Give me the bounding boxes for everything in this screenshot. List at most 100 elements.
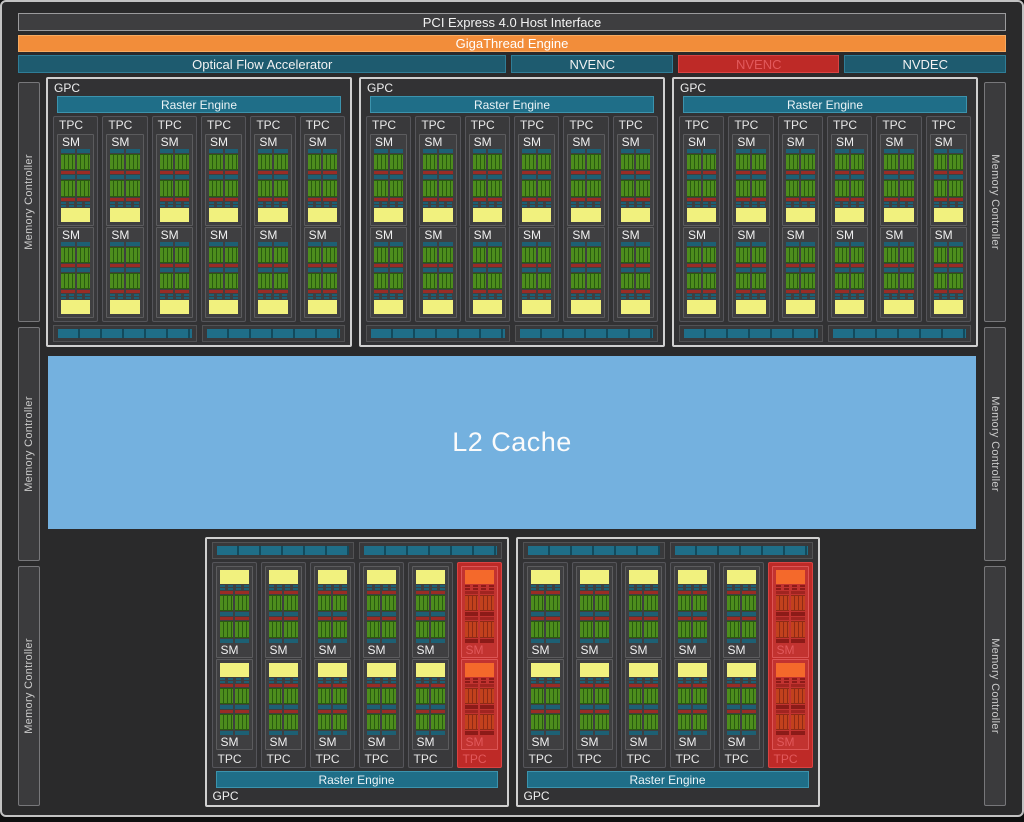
sm-green-core-array: [580, 714, 609, 730]
sm-yellow-unit: [220, 570, 249, 584]
tpc-label: TPC: [156, 117, 193, 133]
dash-row: [580, 681, 609, 683]
bar-segment: [110, 175, 124, 179]
dash-row: [61, 297, 90, 299]
bar-segment: [390, 198, 404, 201]
bar-segment: [269, 684, 283, 687]
sm-red-bar: [318, 591, 347, 594]
sm-unit: SM: [567, 227, 604, 319]
dash-row: [687, 294, 716, 296]
bar-segment: [736, 171, 750, 174]
green-core-block: [308, 273, 322, 289]
green-core-block: [644, 621, 658, 637]
sm-unit: SM: [205, 227, 242, 319]
sm-green-core-array: [776, 595, 805, 611]
rop-bar: [364, 546, 497, 555]
sm-teal-bar: [571, 175, 600, 179]
sm-unit: SM: [674, 566, 711, 658]
bar-segment: [488, 242, 502, 246]
sm-cache-dashes: [416, 585, 445, 590]
tpc-unit: TPCSMSM: [300, 116, 345, 322]
bar-segment: [225, 264, 239, 267]
tpc-label: TPC: [617, 117, 654, 133]
dash-row: [465, 678, 494, 680]
bar-segment: [776, 591, 790, 594]
sm-red-bar: [220, 617, 249, 620]
bar-segment: [480, 710, 494, 713]
green-core-block: [323, 154, 337, 170]
tpc-unit: TPCSMSM: [827, 116, 872, 322]
sm-teal-bar: [835, 268, 864, 272]
bar-segment: [439, 290, 453, 293]
sm-red-bar: [220, 684, 249, 687]
bar-segment: [220, 612, 234, 616]
bar-segment: [374, 264, 388, 267]
bar-segment: [621, 149, 635, 153]
sm-green-core-array: [571, 273, 600, 289]
bar-segment: [374, 171, 388, 174]
sm-label: SM: [531, 735, 560, 749]
green-core-block: [687, 180, 701, 196]
dash-row: [629, 588, 658, 590]
sm-label: SM: [835, 135, 864, 149]
dash-row: [220, 588, 249, 590]
bar-segment: [546, 710, 560, 713]
bar-segment: [269, 617, 283, 620]
bar-segment: [621, 290, 635, 293]
bar-segment: [374, 149, 388, 153]
sm-yellow-unit: [727, 570, 756, 584]
sm-yellow-unit: [160, 208, 189, 222]
sm-green-core-array: [621, 273, 650, 289]
bar-segment: [752, 175, 766, 179]
sm-teal-bar: [884, 268, 913, 272]
green-core-block: [431, 595, 445, 611]
dash-row: [209, 205, 238, 207]
tpc-unit: TPCSMSM: [359, 562, 404, 768]
center-column: GPCRaster EngineTPCSMSMTPCSMSMTPCSMSMTPC…: [46, 77, 978, 807]
sm-red-bar: [160, 290, 189, 293]
sm-red-bar: [209, 264, 238, 267]
sm-green-core-array: [160, 247, 189, 263]
bar-segment: [687, 290, 701, 293]
bar-segment: [431, 612, 445, 616]
bar-segment: [367, 710, 381, 713]
sm-label: SM: [416, 735, 445, 749]
sm-body: [522, 242, 551, 315]
sm-green-core-array: [736, 154, 765, 170]
green-core-block: [473, 273, 487, 289]
bar-segment: [126, 198, 140, 201]
sm-green-core-array: [258, 180, 287, 196]
bar-segment: [742, 617, 756, 620]
sm-label: SM: [269, 735, 298, 749]
green-core-block: [274, 247, 288, 263]
sm-cache-dashes: [473, 294, 502, 299]
sm-green-core-array: [522, 247, 551, 263]
sm-green-core-array: [571, 247, 600, 263]
bar-segment: [416, 617, 430, 620]
sm-green-core-array: [727, 688, 756, 704]
bar-segment: [727, 684, 741, 687]
bar-segment: [175, 171, 189, 174]
green-core-block: [884, 247, 898, 263]
sm-red-bar: [687, 290, 716, 293]
green-core-block: [531, 621, 545, 637]
dash-row: [269, 678, 298, 680]
bar-segment: [742, 612, 756, 616]
sm-body: [835, 242, 864, 315]
green-core-block: [61, 180, 75, 196]
sm-teal-bar: [367, 705, 396, 709]
bar-segment: [693, 612, 707, 616]
sm-red-bar: [522, 264, 551, 267]
bar-segment: [318, 617, 332, 620]
bar-segment: [776, 710, 790, 713]
bar-segment: [416, 591, 430, 594]
bar-segment: [703, 242, 717, 246]
dash-row: [678, 678, 707, 680]
bar-segment: [423, 149, 437, 153]
green-core-block: [835, 247, 849, 263]
bar-segment: [488, 171, 502, 174]
sm-cache-dashes: [687, 294, 716, 299]
sm-teal-bar: [571, 149, 600, 153]
sm-yellow-unit: [884, 208, 913, 222]
green-core-block: [367, 595, 381, 611]
